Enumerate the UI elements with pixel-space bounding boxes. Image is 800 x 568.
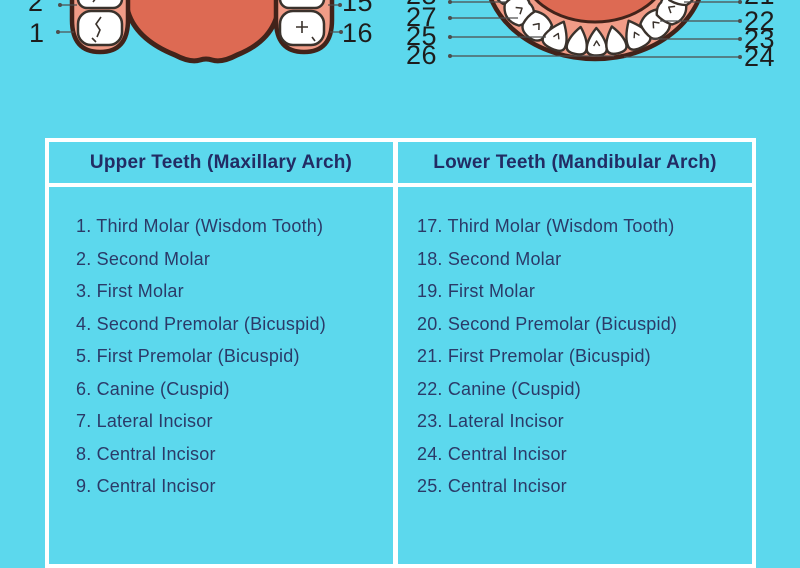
dental-arch-illustrations xyxy=(56,0,742,64)
tooth-number-label: 24 xyxy=(744,42,776,72)
list-item: 7. Lateral Incisor xyxy=(76,411,213,431)
list-item: 9. Central Incisor xyxy=(76,476,216,496)
lower-teeth-header: Lower Teeth (Mandibular Arch) xyxy=(398,142,752,183)
tooth-number-label: 16 xyxy=(342,18,374,48)
tooth-number-label: 23 xyxy=(744,24,776,54)
tooth-number-label: 26 xyxy=(406,40,438,70)
tooth-number-label: 28 xyxy=(406,0,437,9)
lower-teeth-list: 17. Third Molar (Wisdom Tooth) 18. Secon… xyxy=(398,187,752,564)
tooth-number-label: 21 xyxy=(744,0,775,9)
upper-arch-illustration xyxy=(69,0,335,64)
tooth-number-label: 25 xyxy=(406,21,438,51)
tooth-number-label: 22 xyxy=(744,6,776,36)
tooth-number-label: 2 xyxy=(28,0,44,17)
list-item: 25. Central Incisor xyxy=(417,476,567,496)
leader-lines xyxy=(56,0,742,59)
list-item: 19. First Molar xyxy=(417,281,536,301)
tooth-number-label: 15 xyxy=(342,0,374,17)
tooth-number-label: 27 xyxy=(406,2,438,32)
list-item: 3. First Molar xyxy=(76,281,184,301)
list-item: 20. Second Premolar (Bicuspid) xyxy=(417,313,678,334)
teeth-names-table: Upper Teeth (Maxillary Arch) Lower Teeth… xyxy=(45,138,756,568)
lower-arch-illustration xyxy=(489,0,701,62)
upper-teeth-list: 1. Third Molar (Wisdom Tooth) 2. Second … xyxy=(49,187,393,564)
list-item: 8. Central Incisor xyxy=(76,443,216,464)
list-item: 23. Lateral Incisor xyxy=(417,411,564,431)
list-item: 6. Canine (Cuspid) xyxy=(76,378,230,399)
list-item: 1. Third Molar (Wisdom Tooth) xyxy=(76,216,324,236)
list-item: 18. Second Molar xyxy=(417,248,562,269)
dental-diagram-area: 2 1 15 16 28 27 25 26 21 22 23 24 xyxy=(0,0,800,130)
list-item: 5. First Premolar (Bicuspid) xyxy=(76,346,300,366)
list-item: 24. Central Incisor xyxy=(417,443,567,464)
tooth-number-label: 1 xyxy=(29,18,45,48)
list-item: 21. First Premolar (Bicuspid) xyxy=(417,346,651,366)
list-item: 22. Canine (Cuspid) xyxy=(417,378,581,399)
list-item: 4. Second Premolar (Bicuspid) xyxy=(76,313,326,334)
list-item: 2. Second Molar xyxy=(76,248,211,269)
list-item: 17. Third Molar (Wisdom Tooth) xyxy=(417,216,675,236)
upper-teeth-header: Upper Teeth (Maxillary Arch) xyxy=(49,142,393,183)
